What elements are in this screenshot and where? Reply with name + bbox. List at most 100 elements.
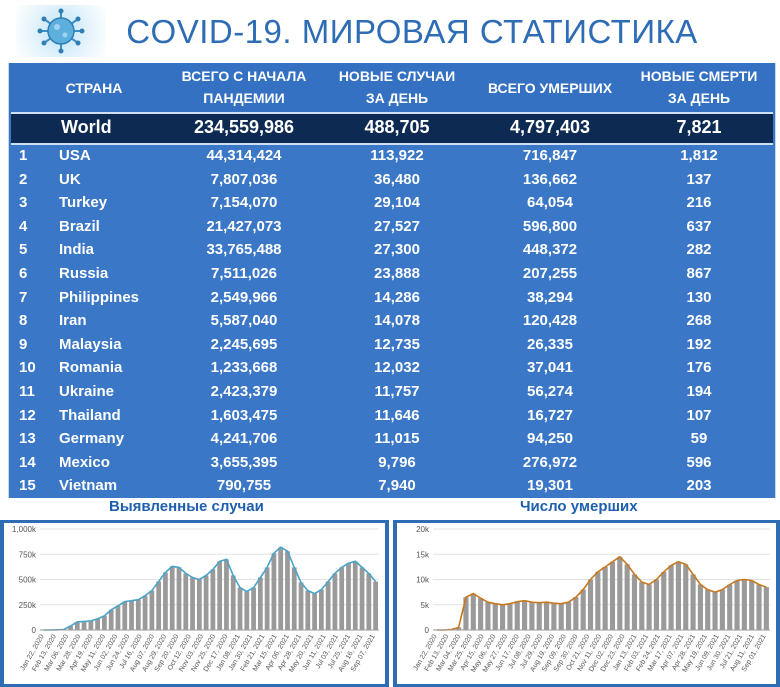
- cases-bar: [142, 595, 148, 630]
- total-cases-cell: 1,233,668: [210, 359, 278, 377]
- deaths-bar: [587, 579, 594, 630]
- total-deaths-cell: 120,428: [522, 312, 578, 330]
- col-new-deaths-line2: ЗА ДЕНЬ: [667, 90, 731, 106]
- deaths-bar: [624, 564, 630, 630]
- deaths-bar: [522, 600, 528, 630]
- world-total-cases: 234,559,986: [193, 117, 295, 137]
- new-deaths-cell: 867: [686, 265, 712, 282]
- cases-bar: [190, 577, 195, 630]
- deaths-y-tick-label: 5k: [421, 601, 430, 610]
- cases-bar: [88, 620, 94, 630]
- table-row: 5 India 33,765,488 27,300 448,372 282: [9, 239, 775, 262]
- virus-icon: [16, 5, 106, 57]
- cases-bar: [95, 618, 101, 630]
- total-deaths-cell: 37,041: [527, 359, 573, 377]
- total-deaths-cell: 136,662: [522, 170, 578, 188]
- cases-y-tick-label: 1,000k: [12, 525, 37, 534]
- rank-cell: 11: [19, 383, 35, 400]
- world-new-deaths: 7,821: [676, 117, 722, 137]
- country-cell: Germany: [59, 430, 125, 448]
- deaths-y-tick-label: 20k: [416, 525, 430, 534]
- total-cases-cell: 7,154,070: [210, 194, 278, 212]
- deaths-bar: [617, 556, 623, 630]
- deaths-bar: [646, 584, 652, 630]
- total-deaths-cell: 26,335: [527, 335, 573, 353]
- new-cases-cell: 7,940: [378, 477, 416, 495]
- table-row: 6 Russia 7,511,026 23,888 207,255 867: [9, 263, 775, 286]
- total-deaths-cell: 596,800: [522, 217, 578, 235]
- deaths-bar: [507, 603, 513, 630]
- new-cases-cell: 11,646: [374, 406, 420, 424]
- cases-bar: [373, 581, 378, 630]
- rank-cell: 7: [19, 288, 28, 306]
- cases-bar: [346, 563, 351, 630]
- new-deaths-cell: 192: [686, 335, 712, 353]
- cases-bar: [163, 572, 168, 630]
- new-cases-cell: 29,104: [374, 194, 420, 212]
- deaths-bar: [514, 601, 520, 630]
- deaths-bar: [763, 587, 769, 630]
- deaths-y-tick-label: 0: [425, 626, 430, 635]
- deaths-bar: [558, 603, 564, 630]
- deaths-chart-frame: 0 5k 10k 15k 20k Jan 22, 2020 Feb 13, 2020 Mar …: [393, 520, 780, 687]
- country-cell: Russia: [59, 265, 109, 282]
- table-row: 7 Philippines 2,549,966 14,286 38,294 130: [9, 287, 775, 310]
- new-cases-cell: 11,757: [374, 383, 420, 400]
- deaths-bar: [602, 566, 608, 630]
- cases-bar: [74, 621, 80, 630]
- country-cell: Iran: [59, 312, 87, 330]
- rank-cell: 10: [19, 359, 36, 377]
- col-new-deaths-line1: НОВЫЕ СМЕРТИ: [640, 68, 758, 84]
- rank-cell: 4: [19, 217, 28, 235]
- deaths-bar: [529, 602, 535, 630]
- deaths-bar: [675, 561, 681, 630]
- cases-chart-frame: 0 250k 500k 750k 1,000k Jan 22, 2020 Feb 13, 2…: [0, 520, 389, 687]
- cases-bar: [312, 593, 317, 630]
- cases-y-tick-label: 250k: [19, 601, 37, 610]
- table-row: 13 Germany 4,241,706 11,015 94,250 59: [9, 428, 775, 451]
- deaths-bar: [639, 582, 645, 630]
- col-country: СТРАНА: [65, 80, 123, 96]
- new-cases-cell: 14,286: [374, 288, 420, 306]
- total-deaths-cell: 207,255: [522, 265, 578, 282]
- cases-bar: [196, 579, 202, 630]
- cases-y-tick-label: 750k: [19, 550, 37, 559]
- country-cell: USA: [59, 147, 91, 164]
- cases-chart-title: Выявленные случаи: [109, 498, 264, 515]
- new-deaths-cell: 1,812: [680, 147, 718, 164]
- deaths-bar: [631, 574, 638, 630]
- country-cell: Brazil: [59, 217, 100, 235]
- total-deaths-cell: 19,301: [527, 477, 573, 495]
- new-cases-cell: 9,796: [378, 453, 416, 471]
- deaths-bar: [580, 589, 586, 630]
- new-deaths-cell: 637: [686, 217, 712, 235]
- cases-bar: [149, 590, 155, 630]
- total-deaths-cell: 94,250: [527, 430, 573, 448]
- total-cases-cell: 1,603,475: [210, 406, 278, 424]
- cases-bar: [237, 587, 243, 630]
- table-row: 15 Vietnam 790,755 7,940 19,301 203: [9, 475, 775, 498]
- new-cases-cell: 12,032: [374, 359, 420, 377]
- new-cases-cell: 11,015: [374, 430, 420, 448]
- deaths-y-tick-label: 15k: [416, 550, 430, 559]
- new-deaths-cell: 130: [686, 288, 712, 306]
- rank-cell: 8: [19, 312, 28, 330]
- header: COVID-19. МИРОВАЯ СТАТИСТИКА: [0, 0, 780, 63]
- cases-bar: [298, 582, 304, 630]
- col-new-deaths: НОВЫЕ СМЕРТИ ЗА ДЕНЬ: [629, 65, 769, 109]
- deaths-bar: [485, 602, 491, 630]
- deaths-bar: [756, 584, 762, 630]
- total-deaths-cell: 716,847: [522, 147, 578, 164]
- total-cases-cell: 2,245,695: [210, 335, 278, 353]
- table-row: 1 USA 44,314,424 113,922 716,847 1,812: [9, 145, 775, 168]
- country-cell: Malaysia: [59, 335, 122, 353]
- page-title: COVID-19. МИРОВАЯ СТАТИСТИКА: [126, 13, 698, 50]
- total-cases-cell: 21,427,073: [206, 217, 282, 235]
- deaths-bar: [668, 565, 674, 630]
- cases-bar: [122, 601, 128, 630]
- total-cases-cell: 7,807,036: [210, 170, 278, 188]
- cases-bar: [230, 575, 236, 630]
- cases-bar: [332, 573, 338, 630]
- deaths-bar: [573, 597, 579, 630]
